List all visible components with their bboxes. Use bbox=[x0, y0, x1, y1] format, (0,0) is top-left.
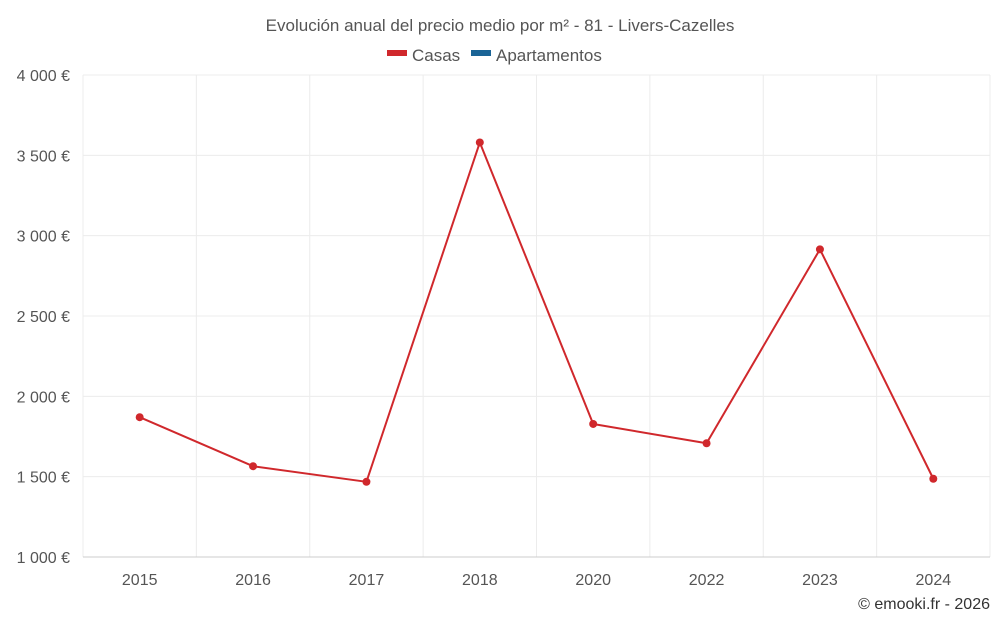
y-tick-label: 1 000 € bbox=[17, 550, 70, 567]
series-casas bbox=[135, 138, 938, 486]
data-point-2017[interactable] bbox=[362, 477, 371, 486]
x-tick-label: 2015 bbox=[122, 572, 158, 589]
y-tick-label: 3 500 € bbox=[17, 148, 70, 165]
y-tick-label: 4 000 € bbox=[17, 68, 70, 85]
legend-swatch-casas bbox=[387, 50, 407, 56]
x-tick-label: 2024 bbox=[916, 572, 952, 589]
x-tick-label: 2023 bbox=[802, 572, 838, 589]
y-tick-label: 2 500 € bbox=[17, 309, 70, 326]
data-point-2024[interactable] bbox=[929, 474, 938, 483]
data-point-2015[interactable] bbox=[135, 413, 144, 422]
y-tick-label: 3 000 € bbox=[17, 229, 70, 246]
x-tick-label: 2022 bbox=[689, 572, 725, 589]
y-tick-label: 1 500 € bbox=[17, 470, 70, 487]
legend-item-casas[interactable]: Casas bbox=[387, 46, 460, 65]
y-tick-label: 2 000 € bbox=[17, 389, 70, 406]
series-line-casas bbox=[139, 141, 935, 483]
legend-swatch-apartamentos bbox=[471, 50, 491, 56]
legend-label-casas: Casas bbox=[412, 46, 460, 65]
x-tick-label: 2020 bbox=[575, 572, 611, 589]
x-tick-label: 2016 bbox=[235, 572, 271, 589]
x-axis-ticks: 2015 2016 2017 2018 2020 2022 2023 2024 bbox=[122, 572, 951, 589]
legend-label-apartamentos: Apartamentos bbox=[496, 46, 602, 65]
horizontal-gridlines bbox=[83, 74, 990, 478]
credit-text: © emooki.fr - 2026 bbox=[858, 596, 990, 613]
x-tick-label: 2017 bbox=[349, 572, 385, 589]
data-point-2018[interactable] bbox=[475, 138, 484, 147]
chart-title: Evolución anual del precio medio por m² … bbox=[266, 16, 735, 35]
legend-item-apartamentos[interactable]: Apartamentos bbox=[471, 46, 602, 65]
data-point-2020[interactable] bbox=[589, 419, 598, 428]
data-point-2023[interactable] bbox=[815, 245, 824, 254]
data-point-2016[interactable] bbox=[249, 462, 258, 471]
y-axis-ticks: 1 000 € 1 500 € 2 000 € 2 500 € 3 000 € 3 500… bbox=[17, 68, 70, 567]
x-tick-label: 2018 bbox=[462, 572, 498, 589]
data-point-2022[interactable] bbox=[702, 439, 711, 448]
legend: Casas Apartamentos bbox=[387, 46, 602, 65]
